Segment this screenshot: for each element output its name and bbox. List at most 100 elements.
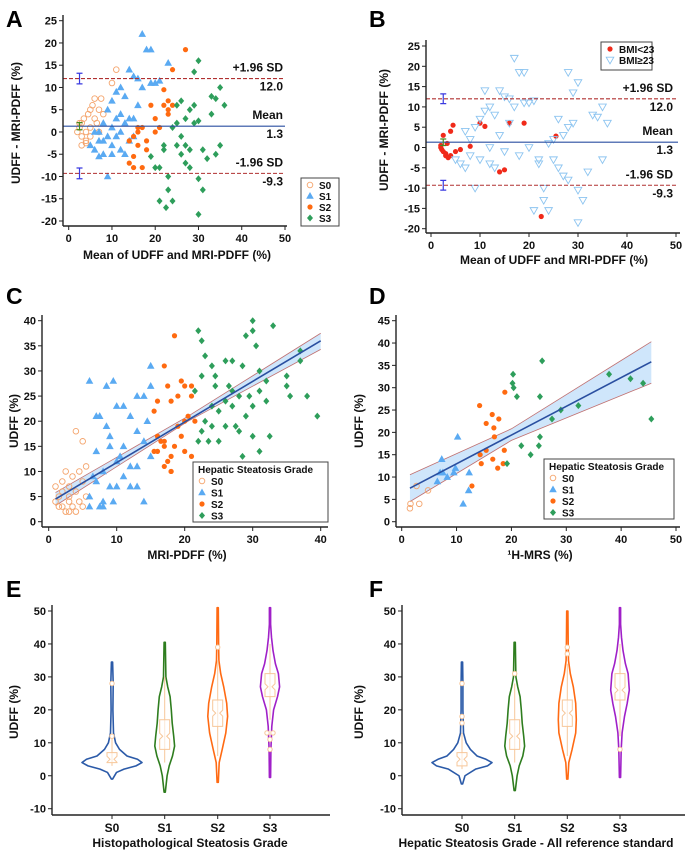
point-s3 <box>195 57 202 65</box>
point-bmige23 <box>475 156 485 165</box>
y-tick-label: 5 <box>414 122 420 134</box>
point-s2 <box>139 164 145 171</box>
point-s3 <box>186 164 193 172</box>
panel-letter-e: E <box>6 576 21 602</box>
point-s2 <box>168 398 174 404</box>
y-tick-label: 0 <box>40 771 46 783</box>
point-s0 <box>93 119 101 127</box>
point-s1 <box>112 457 121 465</box>
legend-entry-s3: S3 <box>319 214 332 225</box>
point-bmige23 <box>495 87 505 96</box>
point-s3 <box>165 186 172 194</box>
point-s2 <box>130 133 137 140</box>
y-tick-label: 15 <box>24 441 36 453</box>
x-tick-label: 10 <box>474 240 486 252</box>
point-s0 <box>72 488 80 495</box>
y-tick-label: 0 <box>30 517 36 529</box>
point-bmige23 <box>544 140 554 149</box>
category-label-s3: S3 <box>613 821 628 835</box>
point-s2 <box>151 408 157 414</box>
y-tick-label: 5 <box>51 105 57 117</box>
point-s0 <box>91 95 98 102</box>
point-s3 <box>208 362 215 370</box>
point-s1 <box>102 422 111 430</box>
point-s3 <box>270 322 277 330</box>
point-s0 <box>82 128 90 136</box>
point-s3 <box>510 370 517 378</box>
point-s3 <box>504 460 511 468</box>
x-tick-label: 10 <box>111 534 123 546</box>
violin-outline <box>557 610 578 780</box>
point-s2 <box>165 111 171 117</box>
y-tick-label: 20 <box>378 427 390 439</box>
point-s1 <box>102 382 111 389</box>
point-s2 <box>478 461 484 467</box>
point-s3 <box>239 452 246 460</box>
point-bmige23 <box>534 160 544 169</box>
point-s1 <box>121 150 129 158</box>
y-tick-label: 40 <box>378 338 390 350</box>
mean-limit-label: Mean <box>642 124 673 138</box>
a-y-axis-label: UDFF - MRI-PDFF (%) <box>9 62 23 184</box>
y-tick-label: 20 <box>384 705 396 717</box>
point-bmige23 <box>529 207 539 216</box>
y-tick-label: -5 <box>410 163 420 175</box>
point-bmige23 <box>470 184 480 193</box>
y-tick-label: 0 <box>51 127 57 139</box>
legend-entry-s0: S0 <box>562 474 575 485</box>
point-s1 <box>86 141 95 149</box>
point-s2 <box>491 425 497 431</box>
point-s2 <box>152 116 158 122</box>
point-s2 <box>165 107 171 113</box>
panel-b: +1.96 SD 12.0 -1.96 SD -9.3 Mean 1.3 -20 -15 -10… <box>404 40 682 252</box>
legend-marker <box>306 192 314 199</box>
point-s3 <box>222 357 229 365</box>
point-s3 <box>242 332 249 340</box>
point-s2 <box>165 458 171 464</box>
lower-limit-value: -9.3 <box>652 186 673 200</box>
point-s3 <box>229 402 236 410</box>
point-s2 <box>192 418 198 424</box>
point-s2 <box>148 102 154 108</box>
point-s2 <box>477 452 483 458</box>
panel-letter-b: B <box>369 6 386 32</box>
point-s1 <box>140 497 148 505</box>
point-s3 <box>208 92 215 100</box>
point-bmilt23 <box>452 148 459 155</box>
violin-outline <box>609 606 631 779</box>
point-s1 <box>125 65 134 73</box>
point-bmige23 <box>602 119 612 128</box>
y-tick-label: 10 <box>384 738 396 750</box>
point-s1 <box>138 30 147 37</box>
point-bmige23 <box>485 160 495 169</box>
x-tick-label: 40 <box>315 534 327 546</box>
point-s3 <box>205 437 212 445</box>
point-s1 <box>103 132 112 140</box>
point-s3 <box>221 101 228 109</box>
point-s3 <box>215 407 222 415</box>
point-bmige23 <box>593 113 603 122</box>
point-s0 <box>82 463 90 470</box>
point-s1 <box>155 76 164 84</box>
point-s1 <box>112 87 121 95</box>
point-s2 <box>143 138 150 144</box>
point-s0 <box>72 428 80 435</box>
point-s2 <box>490 456 496 462</box>
point-s0 <box>55 503 63 510</box>
legend-entry-s3: S3 <box>562 509 575 520</box>
point-s0 <box>82 139 90 147</box>
lower-ci-error-bar <box>440 179 447 191</box>
point-s1 <box>112 482 121 490</box>
violin-s0 <box>431 661 493 785</box>
point-s1 <box>112 114 121 122</box>
violin-s2 <box>207 606 229 784</box>
point-s0 <box>406 505 414 512</box>
point-s1 <box>108 123 116 131</box>
point-bmige23 <box>475 115 485 124</box>
point-s3 <box>266 432 273 440</box>
category-label-s0: S0 <box>105 821 120 835</box>
y-tick-label: 25 <box>24 391 36 403</box>
point-bmige23 <box>534 156 544 165</box>
point-s3 <box>246 392 253 400</box>
